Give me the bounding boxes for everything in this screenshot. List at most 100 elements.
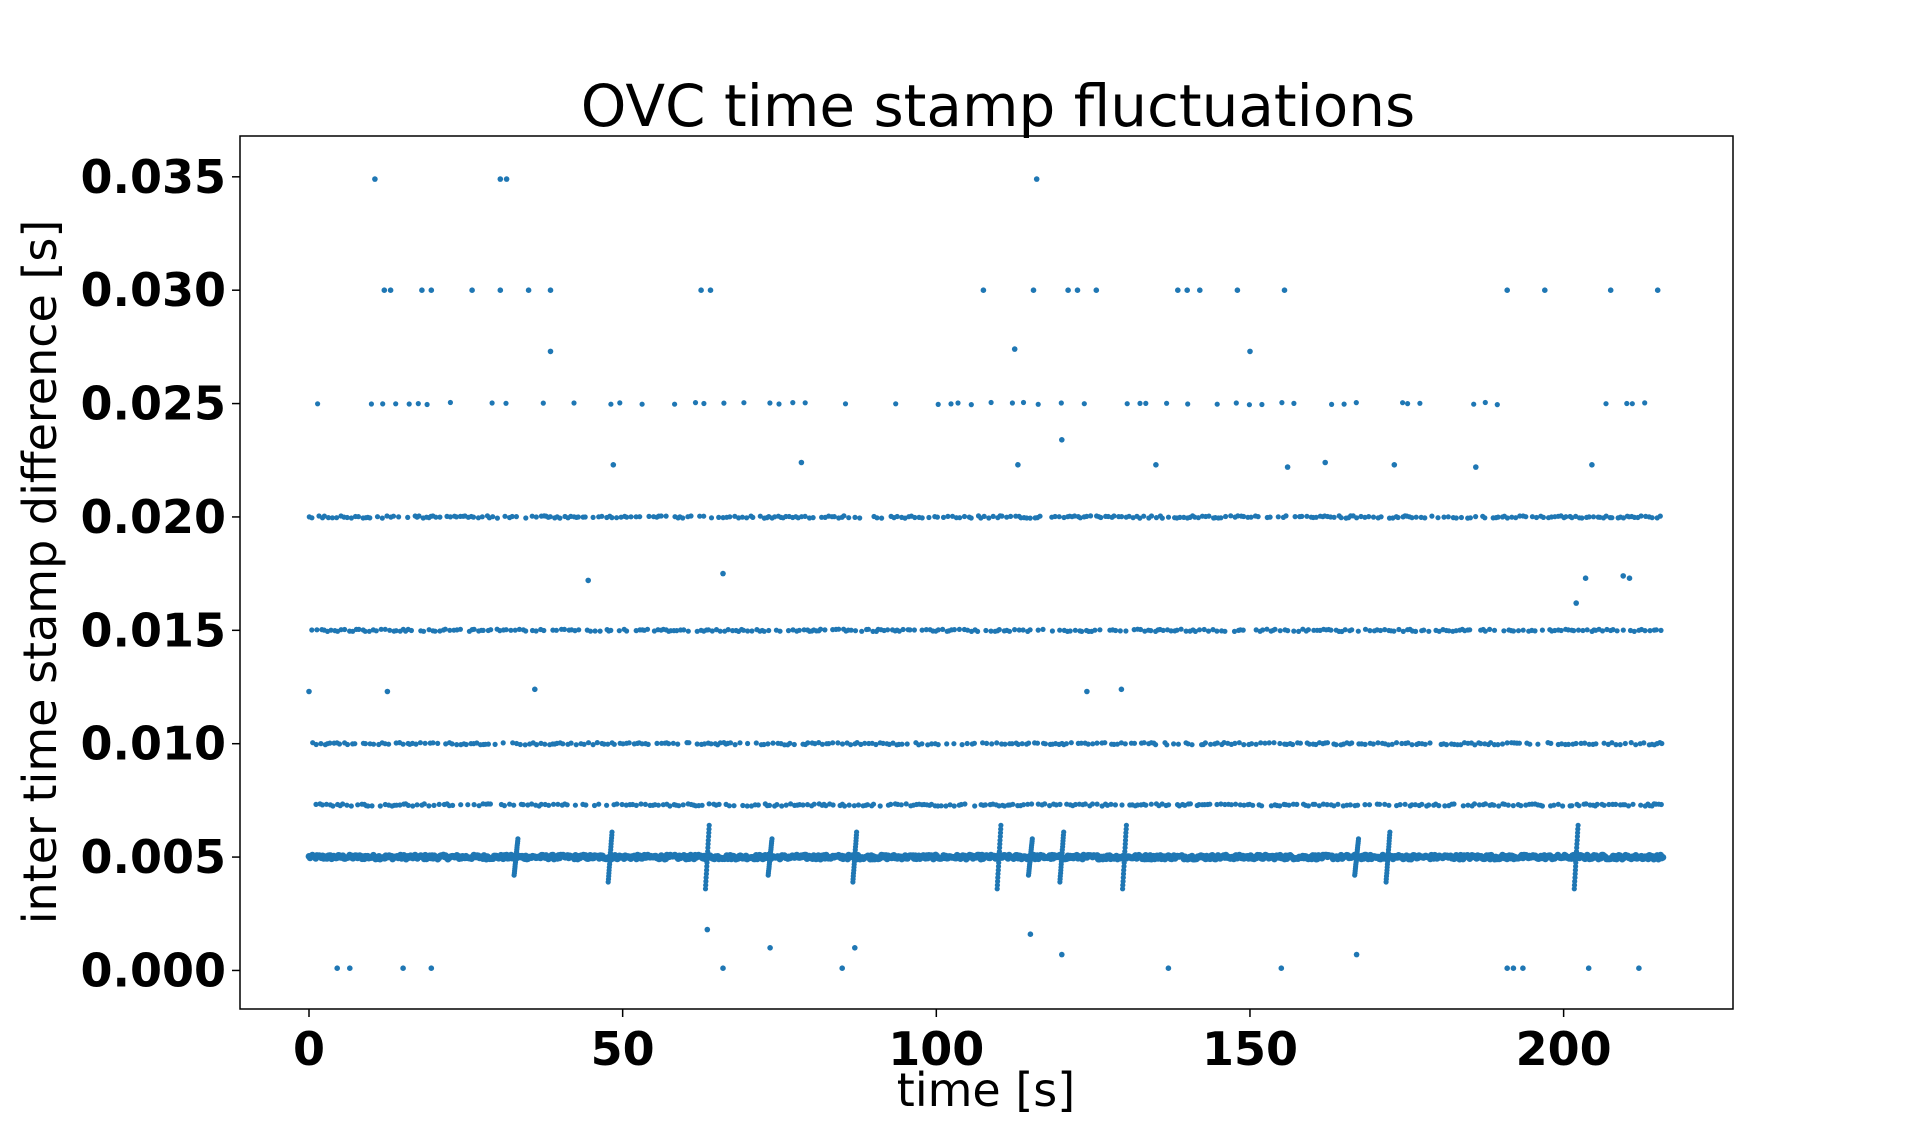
data-point-band-0.015	[1272, 626, 1278, 632]
data-point-band-0.0073	[520, 802, 526, 808]
data-point-band-0.02	[1354, 515, 1360, 521]
data-point-band-0.02	[379, 515, 385, 521]
data-point-band-0.015	[907, 627, 913, 633]
data-point-jitter	[994, 886, 1000, 892]
data-point-band-0.01	[1232, 740, 1238, 747]
data-point-band-0.025	[503, 400, 509, 406]
data-point-jitter	[1122, 845, 1128, 851]
data-point-band-0.02	[1126, 513, 1132, 519]
data-point-band-0.015	[1532, 628, 1538, 634]
data-point-band-0.02	[1177, 514, 1183, 521]
data-point-band-0.02	[1008, 513, 1014, 520]
data-point-band-0.02	[1473, 514, 1479, 520]
data-point-band-0.01	[1306, 741, 1312, 747]
data-point-jitter	[1571, 882, 1578, 888]
data-point-band-0.015	[1491, 627, 1498, 633]
data-point-band-0.0073	[1250, 802, 1256, 808]
data-point-band-0.02	[1467, 515, 1473, 521]
data-point-band-0.0073	[706, 801, 712, 807]
data-point-band-0.0073	[1159, 801, 1165, 807]
data-point-jitter	[994, 882, 1001, 888]
data-point-jitter	[705, 841, 711, 847]
data-point-band-0.0073	[1187, 801, 1193, 807]
chart-title: OVC time stamp fluctuations	[581, 72, 1416, 140]
data-point-band-0.015	[725, 627, 731, 633]
data-point-band-0.015	[1413, 628, 1419, 635]
data-point-band-0.0073	[501, 803, 507, 809]
data-point-band-0.025	[1629, 401, 1635, 407]
data-point-band-0.015	[523, 628, 529, 634]
data-point-band-0.015	[1575, 627, 1582, 633]
data-point-band-0.025	[489, 400, 495, 406]
data-point-band-0.02	[680, 515, 686, 521]
data-point-band-0.02	[986, 515, 992, 521]
data-point-band-0.0073	[405, 802, 411, 809]
data-point-band-0.015	[1183, 628, 1189, 634]
data-point-band-0.02	[1313, 514, 1319, 520]
data-point-band-0.015	[940, 626, 946, 633]
data-point	[1510, 965, 1517, 971]
data-point-band-0.02	[1609, 515, 1615, 521]
data-point-band-0.01	[581, 741, 587, 747]
data-point-band-0.0073	[1305, 803, 1311, 809]
data-point-band-0.02	[475, 515, 481, 521]
data-point-band-0.02	[874, 515, 880, 521]
data-point-band-0.01	[727, 740, 734, 746]
data-point-band-0.0073	[779, 803, 785, 809]
data-point-band-0.01	[430, 740, 436, 746]
data-point-band-0.025	[1164, 400, 1170, 406]
data-point-band-0.015	[852, 628, 859, 634]
data-point-band-0.0073	[572, 802, 579, 808]
data-point-band-0.015	[1035, 627, 1041, 633]
data-point-band-0.01	[1236, 740, 1242, 746]
data-point-jitter	[704, 856, 710, 862]
data-point-band-0.015	[740, 627, 747, 633]
data-point	[1284, 464, 1291, 470]
data-point-band-0.02	[990, 513, 996, 520]
data-point-band-0.015	[1205, 628, 1212, 634]
data-point-band-0.015	[1396, 626, 1402, 633]
data-point-band-0.015	[1174, 627, 1180, 633]
data-point-band-0.01	[971, 740, 978, 746]
data-point-band-0.015	[885, 627, 891, 633]
data-point-band-0.01	[1593, 741, 1599, 747]
data-point-band-0.0073	[1613, 801, 1619, 808]
data-point-band-0.0073	[1112, 802, 1118, 808]
data-point-band-0.02	[1579, 515, 1585, 521]
data-point-band-0.02	[1533, 514, 1540, 521]
data-point	[1607, 287, 1614, 294]
data-point-band-0.01	[435, 740, 441, 747]
data-point-jitter	[705, 845, 711, 851]
data-point	[1247, 348, 1253, 355]
data-point-band-0.015	[1382, 627, 1388, 633]
data-point	[1118, 686, 1125, 693]
data-point	[497, 287, 504, 294]
data-point-band-0.015	[1355, 628, 1361, 634]
data-point-jitter	[1122, 837, 1129, 843]
data-point-band-0.015	[1446, 628, 1452, 634]
data-point-band-0.0073	[546, 802, 552, 808]
data-point-band-0.01	[1175, 741, 1181, 747]
data-point-band-0.025	[1137, 400, 1143, 406]
data-point-band-0.0073	[465, 802, 471, 808]
data-point-band-0.0073	[1029, 801, 1035, 807]
data-point	[720, 570, 726, 577]
data-point	[334, 965, 341, 971]
data-point-band-0.02	[624, 514, 630, 520]
data-point-band-0.0073	[1072, 801, 1079, 808]
data-point-band-0.0073	[323, 801, 330, 807]
data-point-jitter	[1574, 845, 1580, 851]
data-point-band-0.015	[1027, 627, 1033, 633]
data-point	[704, 926, 711, 933]
data-point-band-0.01	[873, 741, 879, 748]
data-point-band-0.0073	[619, 801, 625, 808]
data-point-band-0.015	[1016, 627, 1022, 633]
data-point-band-0.015	[1196, 627, 1203, 633]
y-tick-label: 0.005	[80, 830, 226, 884]
data-point	[1033, 176, 1040, 182]
data-point-band-0.0073	[1316, 803, 1322, 809]
data-point-band-0.02	[744, 515, 750, 521]
data-point-jitter	[995, 875, 1001, 881]
data-point-band-0.015	[447, 627, 453, 633]
data-point-band-0.02	[321, 513, 327, 519]
